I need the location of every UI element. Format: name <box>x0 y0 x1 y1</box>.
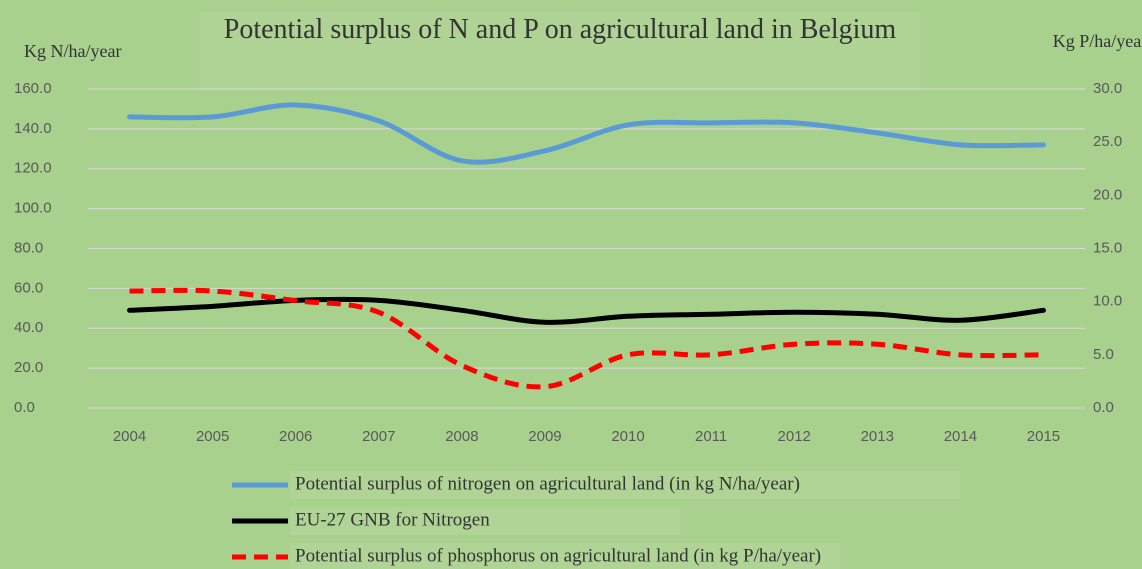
legend-box <box>290 543 840 569</box>
y-tick-label: 160.0 <box>14 80 52 97</box>
x-tick-label: 2012 <box>778 428 811 445</box>
x-tick-label: 2007 <box>362 428 395 445</box>
x-tick-label: 2011 <box>695 428 727 445</box>
x-tick-label: 2004 <box>113 428 146 445</box>
legend-label: Potential surplus of phosphorus on agric… <box>295 545 821 566</box>
legend-box <box>290 471 960 499</box>
y2-axis-label: Kg P/ha/year <box>1053 31 1142 51</box>
y2-tick-label: 30.0 <box>1093 80 1122 97</box>
x-tick-label: 2014 <box>944 428 977 445</box>
y-tick-label: 0.0 <box>14 399 35 416</box>
y-tick-label: 60.0 <box>14 279 43 296</box>
y2-tick-label: 5.0 <box>1093 346 1114 363</box>
y2-tick-label: 0.0 <box>1093 399 1114 416</box>
y2-tick-label: 25.0 <box>1093 133 1122 150</box>
y2-tick-label: 15.0 <box>1093 239 1122 256</box>
x-tick-label: 2008 <box>445 428 478 445</box>
y-tick-label: 40.0 <box>14 319 43 336</box>
x-tick-label: 2009 <box>528 428 561 445</box>
y-tick-label: 120.0 <box>14 160 52 177</box>
y-tick-label: 80.0 <box>14 239 43 256</box>
data-line <box>127 296 1046 325</box>
x-tick-label: 2006 <box>279 428 312 445</box>
data-line <box>129 287 1044 390</box>
y2-tick-label: 10.0 <box>1093 293 1122 310</box>
legend-label: EU-27 GNB for Nitrogen <box>295 509 490 530</box>
legend-label: Potential surplus of nitrogen on agricul… <box>295 473 800 494</box>
data-line <box>127 102 1046 165</box>
y-axis-label: Kg N/ha/year <box>24 41 121 61</box>
x-tick-label: 2005 <box>196 428 229 445</box>
y2-tick-label: 20.0 <box>1093 186 1122 203</box>
x-tick-label: 2013 <box>861 428 894 445</box>
x-tick-label: 2010 <box>611 428 644 445</box>
x-tick-label: 2015 <box>1027 428 1060 445</box>
chart-title: Potential surplus of N and P on agricult… <box>200 12 920 90</box>
legend-box <box>290 507 680 535</box>
y-tick-label: 20.0 <box>14 359 43 376</box>
y-tick-label: 100.0 <box>14 200 52 217</box>
y-tick-label: 140.0 <box>14 120 52 137</box>
